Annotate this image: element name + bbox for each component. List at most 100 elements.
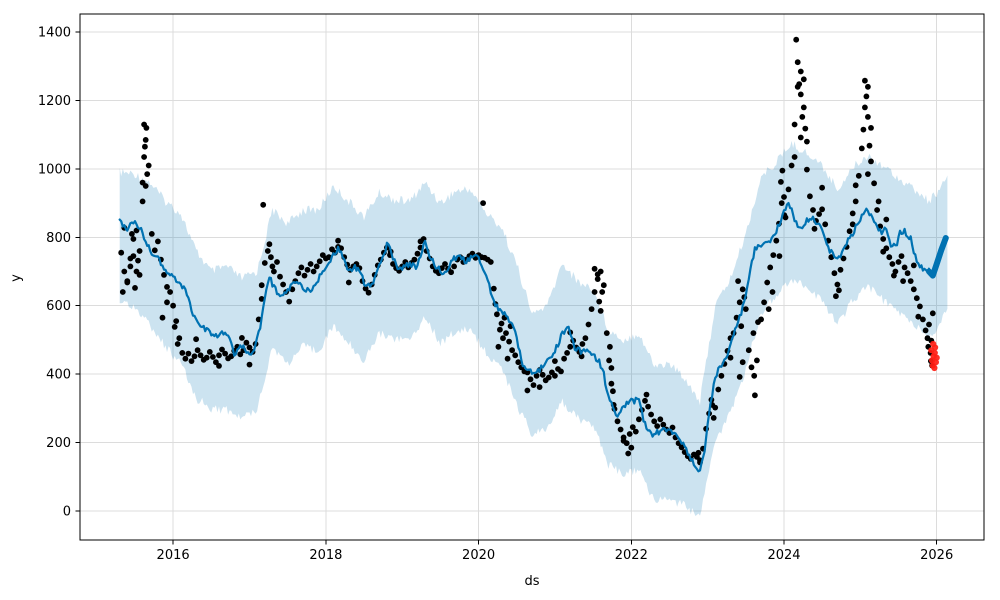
x-tick-label: 2022 bbox=[615, 548, 648, 563]
actual-point bbox=[797, 91, 804, 98]
actual-point bbox=[642, 397, 648, 404]
actual-point bbox=[286, 298, 293, 305]
actual-point bbox=[174, 341, 181, 347]
actual-point bbox=[607, 343, 613, 350]
actual-point bbox=[411, 256, 418, 263]
actual-point bbox=[307, 261, 314, 267]
actual-point bbox=[585, 321, 592, 328]
actual-point bbox=[900, 278, 906, 284]
actual-point bbox=[831, 270, 838, 277]
y-tick-label: 1200 bbox=[38, 94, 71, 109]
actual-point bbox=[239, 335, 245, 341]
actual-point bbox=[791, 121, 798, 128]
actual-point bbox=[261, 260, 268, 266]
actual-point bbox=[164, 284, 170, 290]
actual-point bbox=[748, 364, 755, 371]
actual-point bbox=[155, 238, 161, 245]
actual-point bbox=[121, 268, 128, 275]
actual-point bbox=[524, 387, 531, 394]
actual-point bbox=[800, 76, 807, 83]
actual-point bbox=[345, 279, 352, 286]
actual-point bbox=[142, 183, 149, 189]
actual-point bbox=[498, 320, 505, 327]
actual-point bbox=[142, 143, 148, 150]
actual-point bbox=[148, 231, 155, 237]
actual-point bbox=[785, 186, 792, 193]
actual-point bbox=[761, 299, 767, 306]
actual-point bbox=[620, 437, 627, 444]
actual-point bbox=[837, 266, 844, 273]
actual-point bbox=[695, 449, 702, 456]
actual-point bbox=[833, 293, 839, 300]
actual-point bbox=[819, 206, 825, 213]
y-tick-label: 0 bbox=[63, 504, 71, 519]
actual-point bbox=[834, 281, 841, 288]
actual-point bbox=[500, 335, 506, 342]
actual-point bbox=[144, 171, 151, 178]
actual-point bbox=[822, 221, 829, 228]
actual-point bbox=[866, 142, 873, 149]
actual-point bbox=[197, 352, 204, 359]
actual-point bbox=[503, 330, 509, 336]
y-axis-label: y bbox=[9, 274, 24, 282]
actual-point bbox=[578, 353, 585, 360]
actual-point bbox=[237, 351, 244, 358]
y-tick-label: 200 bbox=[46, 436, 71, 451]
actual-point bbox=[865, 83, 871, 90]
actual-point bbox=[874, 207, 880, 213]
actual-point bbox=[182, 355, 189, 362]
actual-point bbox=[910, 286, 917, 293]
actual-point bbox=[170, 302, 177, 309]
actual-point bbox=[301, 272, 308, 279]
actual-point bbox=[660, 421, 667, 428]
actual-point bbox=[794, 59, 801, 66]
actual-point bbox=[567, 343, 574, 350]
actual-point bbox=[495, 343, 502, 350]
actual-point bbox=[849, 210, 856, 217]
actual-point bbox=[860, 126, 867, 133]
actual-point bbox=[539, 371, 546, 378]
actual-point bbox=[203, 354, 210, 361]
actual-point bbox=[504, 355, 511, 362]
actual-point bbox=[904, 270, 911, 277]
actual-point bbox=[767, 264, 774, 271]
actual-point bbox=[852, 182, 859, 189]
actual-point bbox=[651, 418, 658, 425]
actual-point bbox=[764, 279, 771, 286]
actual-point bbox=[130, 253, 137, 259]
actual-point bbox=[390, 261, 396, 267]
actual-point bbox=[773, 237, 780, 244]
actual-point bbox=[657, 416, 664, 423]
actual-point bbox=[161, 272, 167, 278]
actual-point bbox=[143, 125, 150, 131]
actual-point bbox=[862, 104, 868, 111]
actual-point bbox=[750, 330, 757, 336]
y-tick-label: 800 bbox=[46, 231, 71, 246]
actual-point bbox=[862, 77, 868, 84]
actual-point bbox=[564, 350, 570, 356]
actual-point bbox=[880, 248, 887, 255]
actual-point bbox=[127, 263, 134, 270]
actual-point bbox=[561, 355, 567, 362]
actual-point bbox=[629, 424, 636, 430]
actual-point bbox=[185, 350, 192, 357]
actual-point bbox=[193, 336, 200, 343]
actual-point bbox=[610, 388, 616, 395]
actual-point bbox=[280, 281, 286, 288]
actual-point bbox=[828, 254, 835, 261]
anomaly-point bbox=[931, 364, 938, 372]
actual-point bbox=[335, 237, 341, 244]
actual-point bbox=[632, 428, 639, 435]
actual-point bbox=[628, 444, 635, 451]
actual-point bbox=[216, 352, 222, 359]
actual-point bbox=[910, 262, 917, 269]
actual-point bbox=[625, 450, 632, 457]
actual-point bbox=[295, 270, 302, 277]
actual-point bbox=[164, 299, 170, 306]
anomaly-points bbox=[928, 340, 940, 372]
actual-point bbox=[594, 271, 601, 278]
actual-point bbox=[836, 287, 842, 294]
actual-point bbox=[779, 167, 786, 174]
actual-point bbox=[926, 321, 932, 328]
